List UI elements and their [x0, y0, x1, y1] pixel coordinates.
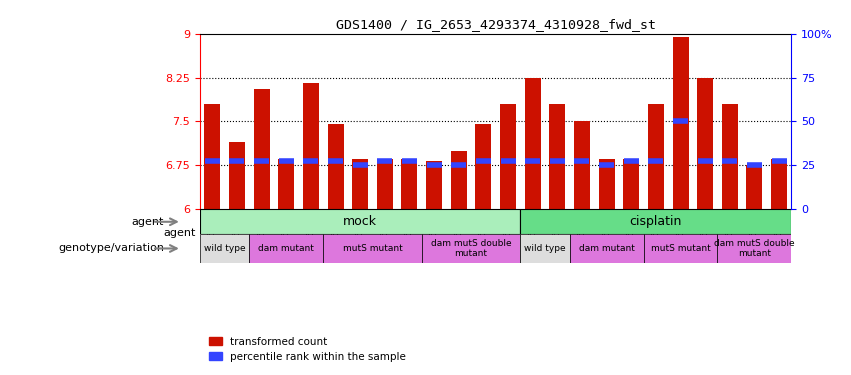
Bar [200, 209, 520, 234]
Bar [204, 104, 220, 209]
Bar [717, 234, 791, 262]
Bar [451, 151, 466, 209]
Bar [648, 104, 664, 209]
Bar [746, 165, 762, 209]
Text: mock: mock [343, 215, 377, 228]
Bar [377, 159, 393, 209]
Bar [672, 37, 688, 209]
Bar [722, 104, 738, 209]
Text: genotype/variation: genotype/variation [58, 243, 164, 254]
Bar [323, 234, 422, 262]
Text: wild type: wild type [204, 244, 245, 253]
Bar [574, 122, 590, 209]
Bar [249, 234, 323, 262]
Bar [426, 161, 443, 209]
Text: dam mutS double
mutant: dam mutS double mutant [714, 239, 795, 258]
Bar [254, 89, 270, 209]
Legend: transformed count, percentile rank within the sample: transformed count, percentile rank withi… [205, 333, 410, 366]
Bar [598, 159, 614, 209]
Bar [569, 234, 643, 262]
Text: dam mutant: dam mutant [579, 244, 635, 253]
Bar [229, 142, 245, 209]
Text: agent: agent [132, 217, 164, 227]
Title: GDS1400 / IG_2653_4293374_4310928_fwd_st: GDS1400 / IG_2653_4293374_4310928_fwd_st [335, 18, 656, 31]
Bar [476, 124, 491, 209]
Bar [200, 234, 249, 262]
Text: mutS mutant: mutS mutant [343, 244, 403, 253]
Bar [771, 159, 787, 209]
Bar [623, 159, 639, 209]
Bar [303, 83, 319, 209]
Text: dam mutS double
mutant: dam mutS double mutant [431, 239, 511, 258]
Bar [402, 159, 418, 209]
Text: mutS mutant: mutS mutant [651, 244, 711, 253]
Bar [500, 104, 516, 209]
Text: wild type: wild type [524, 244, 566, 253]
Bar [352, 159, 368, 209]
Text: dam mutant: dam mutant [259, 244, 314, 253]
Bar [520, 234, 569, 262]
Text: agent: agent [163, 228, 196, 238]
Bar [278, 159, 294, 209]
Text: cisplatin: cisplatin [630, 215, 683, 228]
Bar [422, 234, 520, 262]
Bar [525, 78, 540, 209]
Bar [643, 234, 717, 262]
Bar [549, 104, 565, 209]
Bar [697, 78, 713, 209]
Bar [520, 209, 791, 234]
Bar [328, 124, 344, 209]
